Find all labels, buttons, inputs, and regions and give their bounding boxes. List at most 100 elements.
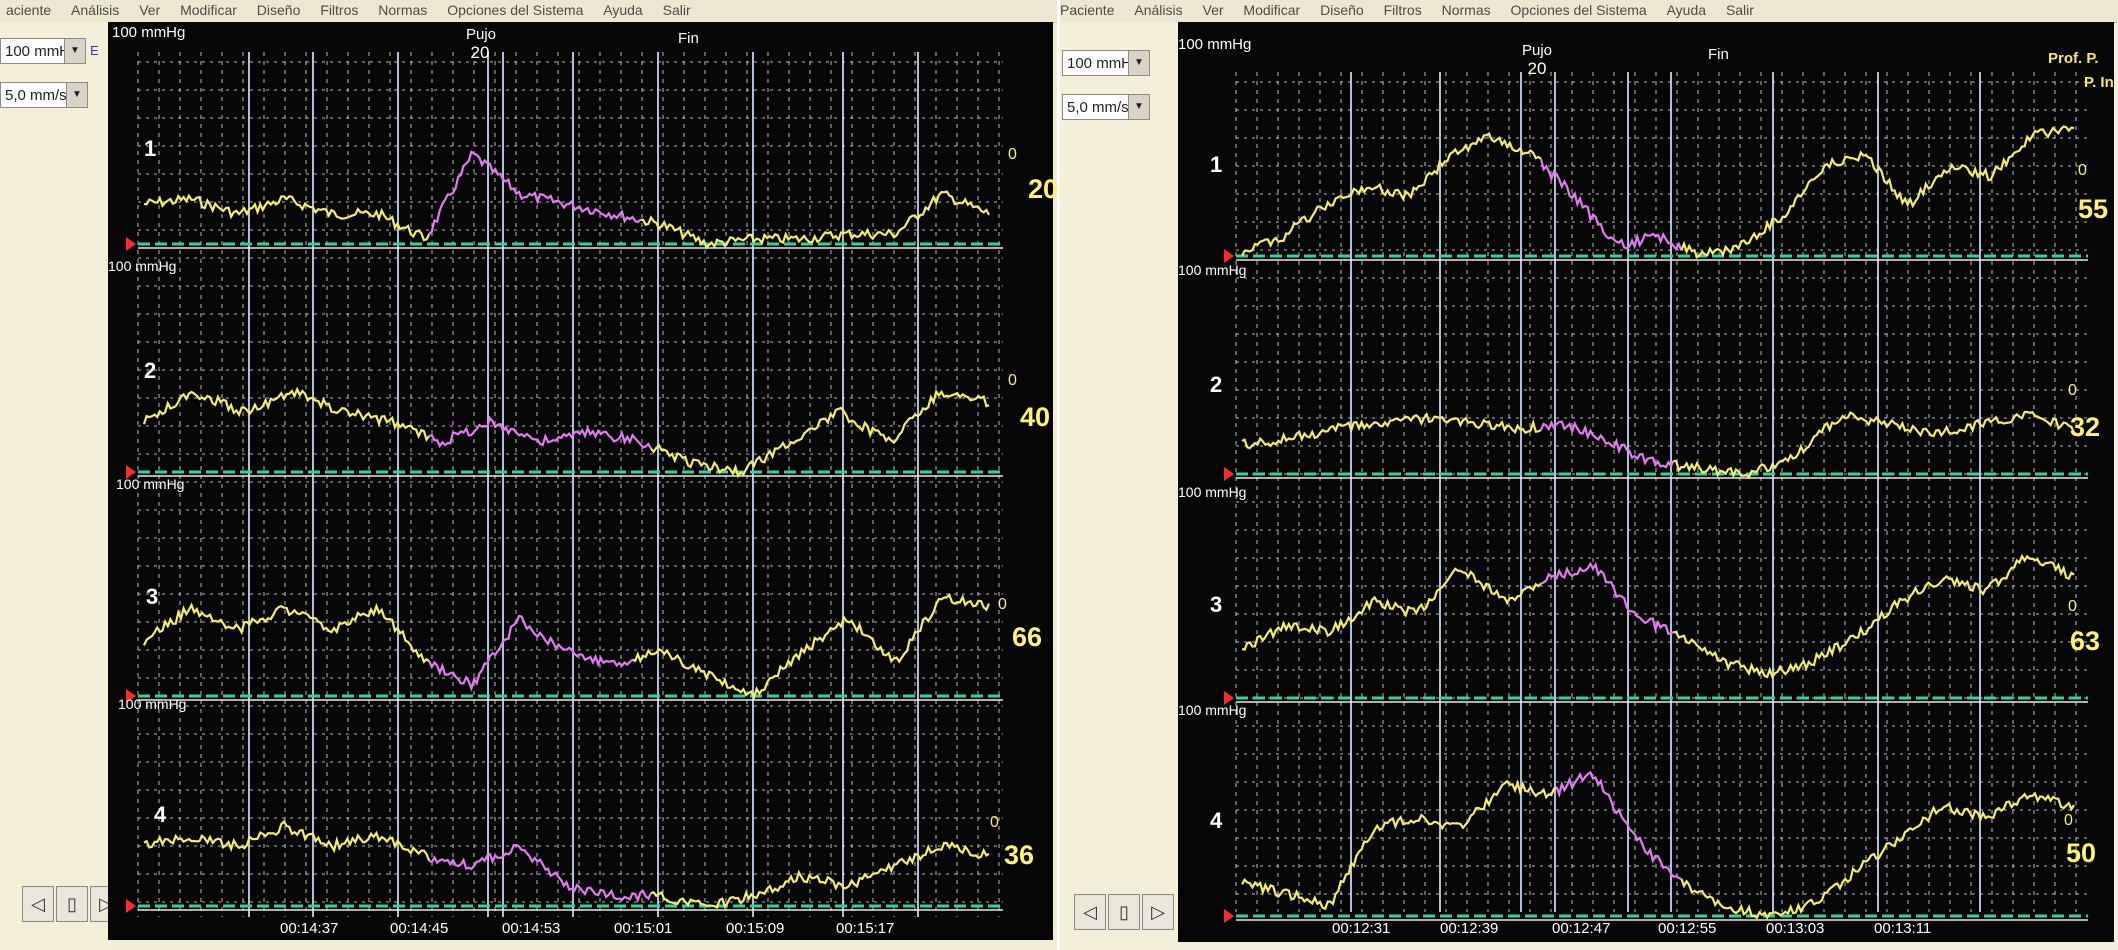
channel-label-2: 2 [1210, 372, 1223, 397]
previous-icon[interactable]: ◁ [1074, 894, 1106, 930]
menu-normas[interactable]: Normas [1441, 2, 1491, 18]
previous-icon[interactable]: ◁ [22, 886, 54, 922]
zero-mark-1: 0 [1008, 146, 1017, 163]
time-tick-4: 00:15:01 [614, 920, 673, 937]
menu-normas[interactable]: Normas [378, 2, 428, 18]
top-scale-label: 100 mmHg [1178, 36, 1252, 53]
pressure-trace-event [1555, 770, 1682, 880]
menu-filtros[interactable]: Filtros [1383, 2, 1422, 18]
pressure-trace-baseline [143, 193, 431, 242]
pressure-tracing-area: 100 mmHg Pujo 20 Fin Prof. P. P. In 1 2 … [1178, 22, 2114, 942]
channel-marker-icon [1224, 691, 1234, 705]
prof-sub-label: P. In [2084, 74, 2114, 91]
zero-mark-2: 0 [2068, 382, 2077, 399]
channel-scale-label-4: 100 mmHg [1178, 702, 1247, 718]
channel-scale-label-2: 100 mmHg [108, 258, 177, 274]
channel-marker-icon [126, 465, 136, 479]
menu-ver[interactable]: Ver [139, 2, 161, 18]
pressure-trace-baseline [142, 386, 431, 443]
pressure-readout-4: 50 [2066, 838, 2097, 868]
channel-marker-icon [1224, 467, 1234, 481]
scale-select[interactable]: 100 mmHg ▼ [1062, 50, 1150, 76]
pressure-trace-baseline [1241, 131, 1542, 257]
right-monitor-screen: Paciente Análisis Ver Modificar Diseño F… [1060, 0, 2118, 950]
pressure-readout-1: 20 [1028, 174, 1057, 204]
event-label-pujo: Pujo 20 [466, 26, 496, 63]
pressure-tracing-area: 100 mmHg Pujo 20 Fin 1 2 3 4 100 mmHg 10… [108, 22, 1057, 940]
menu-opciones[interactable]: Opciones del Sistema [1510, 2, 1647, 18]
menu-salir[interactable]: Salir [662, 2, 691, 18]
menu-ver[interactable]: Ver [1202, 2, 1224, 18]
navigation-buttons: ◁ ▯ ▷ [1074, 894, 1174, 930]
channel-scale-label-3: 100 mmHg [1178, 484, 1247, 500]
channel-marker-icon [126, 899, 136, 913]
channel-label-3: 3 [146, 584, 159, 609]
zero-mark-4: 0 [990, 814, 999, 831]
channel-marker-icon [126, 237, 136, 251]
pressure-trace-baseline [1241, 567, 1542, 651]
pause-icon[interactable]: ▯ [1108, 894, 1140, 930]
menu-ayuda[interactable]: Ayuda [603, 2, 643, 18]
time-tick-3: 00:14:53 [502, 920, 561, 937]
pressure-tracing-plot [1224, 72, 2088, 923]
time-tick-4: 00:12:55 [1658, 920, 1717, 937]
next-icon[interactable]: ▷ [1142, 894, 1174, 930]
event-pujo-text: Pujo [466, 26, 497, 43]
time-tick-2: 00:14:45 [390, 920, 449, 937]
scale-button[interactable]: E [90, 43, 99, 58]
menu-modificar[interactable]: Modificar [180, 2, 237, 18]
menu-ayuda[interactable]: Ayuda [1666, 2, 1707, 18]
pause-icon[interactable]: ▯ [56, 886, 88, 922]
time-tick-5: 00:15:09 [726, 920, 785, 937]
channel-label-2: 2 [144, 358, 157, 383]
pressure-trace-event [428, 415, 652, 450]
channel-marker-icon [126, 689, 136, 703]
pressure-trace-baseline [640, 190, 990, 250]
menu-filtros[interactable]: Filtros [320, 2, 359, 18]
pressure-trace-event [428, 614, 634, 692]
menu-opciones[interactable]: Opciones del Sistema [447, 2, 584, 18]
pressure-readout-3: 63 [2070, 626, 2101, 656]
speed-select[interactable]: 5,0 mm/s ▼ [0, 82, 88, 108]
channel-marker-icon [1224, 249, 1234, 263]
pressure-trace-event [1539, 420, 1675, 469]
pressure-trace-baseline [1673, 410, 2076, 480]
scale-select[interactable]: 100 mmHg ▼ [0, 38, 86, 64]
scale-select-value: 100 mmHg [1067, 55, 1141, 72]
prof-label: Prof. P. [2048, 50, 2099, 67]
pressure-trace-event [1539, 158, 1683, 252]
menu-paciente[interactable]: Paciente [1060, 2, 1115, 18]
pressure-trace-baseline [1680, 791, 2075, 920]
menu-salir[interactable]: Salir [1725, 2, 1754, 18]
control-panel: 100 mmHg ▼ E 5,0 mm/s ▼ ◁ ▯ ▷ [0, 22, 122, 950]
channel-label-1: 1 [1210, 152, 1223, 177]
pressure-readout-2: 32 [2070, 412, 2101, 442]
channel-label-4: 4 [1210, 808, 1223, 833]
chevron-down-icon: ▼ [64, 39, 85, 63]
top-scale-label: 100 mmHg [112, 24, 186, 41]
chevron-down-icon: ▼ [1128, 95, 1149, 119]
pressure-readout-2: 40 [1020, 402, 1051, 432]
menu-analisis[interactable]: Análisis [1134, 2, 1183, 18]
pressure-trace-baseline [1673, 553, 2075, 680]
speed-select[interactable]: 5,0 mm/s ▼ [1062, 94, 1150, 120]
event-pujo-number: 20 [470, 43, 490, 62]
speed-select-value: 5,0 mm/s [1067, 99, 1129, 116]
menu-diseno[interactable]: Diseño [256, 2, 301, 18]
pressure-trace-event [1540, 561, 1674, 636]
menu-bar: Paciente Análisis Ver Modificar Diseño F… [1060, 0, 2118, 23]
pressure-trace-baseline [632, 592, 991, 701]
scale-select-value: 100 mmHg [5, 43, 79, 60]
pressure-trace-baseline [1241, 412, 1542, 450]
menu-modificar[interactable]: Modificar [1243, 2, 1301, 18]
pressure-trace-baseline [143, 819, 431, 862]
menu-diseno[interactable]: Diseño [1320, 2, 1364, 18]
event-label-fin: Fin [1708, 46, 1729, 63]
time-tick-2: 00:12:39 [1440, 920, 1499, 937]
event-pujo-text: Pujo [1522, 42, 1553, 59]
pressure-readout-1: 55 [2078, 194, 2109, 224]
menu-analisis[interactable]: Análisis [71, 2, 120, 18]
menu-bar: aciente Análisis Ver Modificar Diseño Fi… [0, 0, 1057, 23]
menu-paciente[interactable]: aciente [6, 2, 52, 18]
zero-mark-1: 0 [2078, 162, 2087, 179]
